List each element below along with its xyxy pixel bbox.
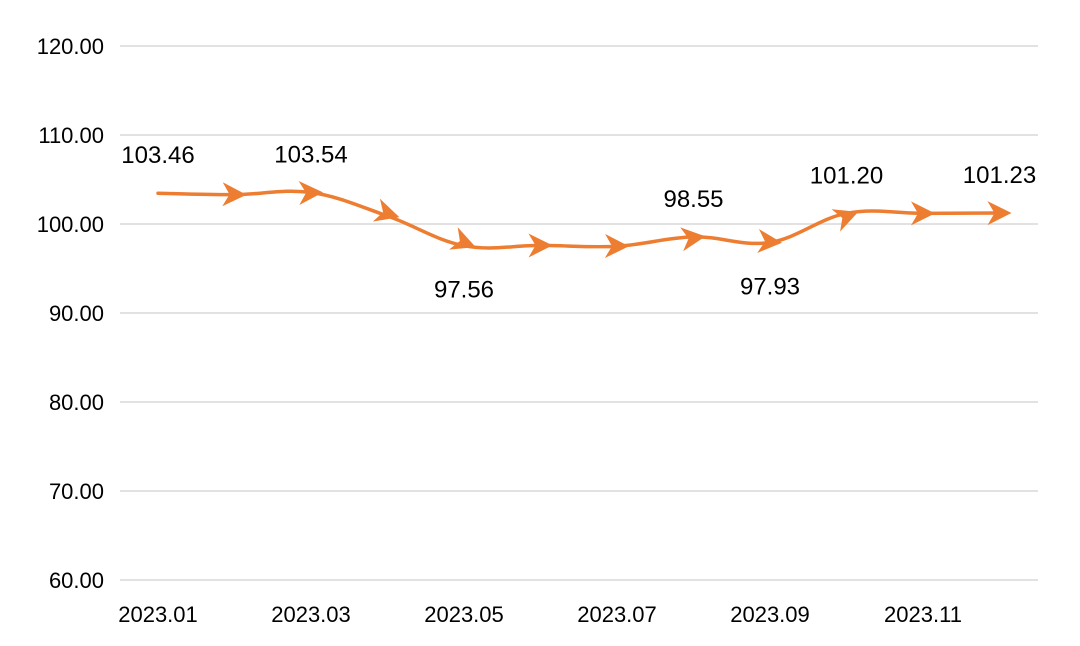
x-tick-label: 2023.07 [577, 602, 657, 627]
arrow-marker [680, 227, 706, 252]
arrow-marker [987, 201, 1012, 226]
data-label: 103.54 [274, 141, 347, 168]
arrow-head [604, 234, 629, 259]
arrow-head [222, 182, 247, 207]
x-tick-label: 2023.03 [271, 602, 351, 627]
arrow-head [911, 201, 935, 226]
data-labels: 103.46 103.54 97.56 98.55 97.93 101.20 101.23 [121, 141, 1036, 303]
data-label: 97.93 [740, 273, 800, 300]
y-axis-tick-labels: 60.00 70.00 80.00 90.00 100.00 110.00 120.00 [37, 34, 104, 593]
data-label: 97.56 [434, 277, 494, 304]
arrow-head [831, 209, 859, 232]
gridlines [120, 45, 1038, 581]
arrow-marker [298, 181, 323, 206]
series-line [156, 189, 1002, 250]
arrow-head [372, 198, 400, 222]
arrow-head [528, 233, 553, 258]
data-label: 103.46 [121, 142, 194, 169]
arrow-marker [911, 201, 935, 226]
arrow-marker [372, 198, 400, 222]
arrow-head [298, 181, 323, 206]
arrow-head [987, 201, 1012, 226]
y-tick-label: 100.00 [37, 212, 104, 237]
arrow-head [757, 229, 782, 253]
arrow-marker [604, 234, 629, 259]
arrow-marker [222, 182, 247, 207]
y-tick-label: 80.00 [49, 390, 104, 415]
series-path [156, 189, 1002, 250]
arrow-head [449, 227, 476, 250]
data-label: 101.23 [963, 162, 1036, 189]
data-label: 98.55 [663, 186, 723, 213]
y-tick-label: 110.00 [38, 123, 104, 148]
arrow-markers [222, 181, 1012, 259]
x-tick-label: 2023.11 [884, 602, 962, 627]
x-tick-label: 2023.01 [118, 602, 198, 627]
y-tick-label: 60.00 [49, 568, 104, 593]
y-tick-label: 120.00 [37, 34, 104, 59]
arrow-marker [449, 227, 476, 250]
data-label: 101.20 [810, 162, 883, 189]
x-tick-label: 2023.09 [730, 602, 810, 627]
arrow-head [680, 227, 706, 252]
x-tick-label: 2023.05 [424, 602, 504, 627]
y-tick-label: 70.00 [49, 479, 104, 504]
arrow-marker [528, 233, 553, 258]
x-axis-tick-labels: 2023.01 2023.03 2023.05 2023.07 2023.09 2023.… [118, 602, 962, 627]
arrow-marker [831, 209, 859, 232]
y-tick-label: 90.00 [49, 301, 104, 326]
arrow-marker [757, 229, 782, 253]
